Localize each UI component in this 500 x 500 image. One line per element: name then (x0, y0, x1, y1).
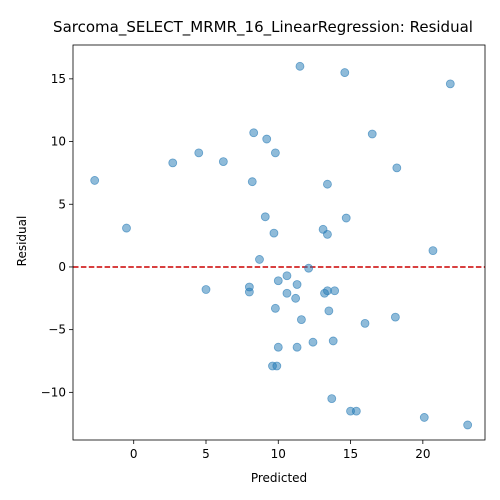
data-point (262, 134, 272, 144)
plot-area (73, 61, 485, 430)
data-point (360, 318, 370, 328)
y-tick-label: 10 (51, 135, 66, 149)
y-tick-label: 5 (58, 197, 66, 211)
data-point (308, 337, 318, 347)
data-point (341, 213, 351, 223)
data-point (255, 255, 264, 264)
x-tick-label: 5 (202, 447, 210, 461)
data-point (428, 246, 438, 256)
data-point (330, 286, 340, 296)
data-point (292, 280, 302, 289)
y-tick-label: 15 (51, 72, 66, 86)
data-point (168, 158, 178, 168)
x-tick-label: 15 (343, 447, 358, 461)
data-point (323, 229, 332, 239)
x-tick-label: 10 (271, 447, 286, 461)
data-point (249, 128, 259, 138)
data-point (320, 288, 329, 298)
x-axis-label: Predicted (251, 471, 307, 485)
y-tick-label: 0 (58, 260, 66, 274)
data-point (247, 177, 257, 187)
data-point (463, 420, 473, 430)
data-point (270, 148, 280, 158)
data-point (445, 79, 455, 89)
data-point (273, 276, 283, 286)
data-point (367, 129, 377, 139)
data-point (194, 148, 204, 158)
data-point (282, 271, 292, 281)
data-point (270, 303, 280, 313)
data-point (90, 176, 100, 185)
data-point (340, 68, 350, 77)
data-point (390, 312, 400, 322)
x-tick-label: 0 (130, 447, 138, 461)
data-point (297, 315, 306, 325)
data-point (269, 228, 279, 238)
data-point (201, 285, 211, 294)
data-point (282, 288, 292, 298)
data-point (291, 293, 301, 303)
data-point (328, 336, 338, 346)
data-point (304, 263, 314, 273)
data-point (327, 394, 337, 404)
data-point (244, 287, 254, 297)
data-point (419, 413, 429, 422)
axis-ticks: 0 5 10 15 20 −10 −5 0 5 10 15 (41, 72, 431, 461)
chart-title: Sarcoma_SELECT_MRMR_16_LinearRegression:… (53, 18, 473, 37)
data-point (292, 342, 302, 352)
data-point (351, 406, 361, 416)
data-point (272, 361, 282, 371)
x-tick-label: 20 (415, 447, 430, 461)
data-point (218, 157, 228, 167)
data-point (295, 61, 305, 71)
y-axis-label: Residual (15, 216, 29, 267)
data-point (392, 163, 402, 173)
data-point (260, 212, 270, 222)
plot-frame (72, 44, 486, 441)
y-tick-label: −5 (48, 323, 66, 337)
data-point (273, 342, 283, 352)
data-point (122, 223, 131, 233)
data-point (324, 306, 334, 316)
data-point (323, 179, 332, 189)
y-tick-label: −10 (41, 385, 66, 399)
